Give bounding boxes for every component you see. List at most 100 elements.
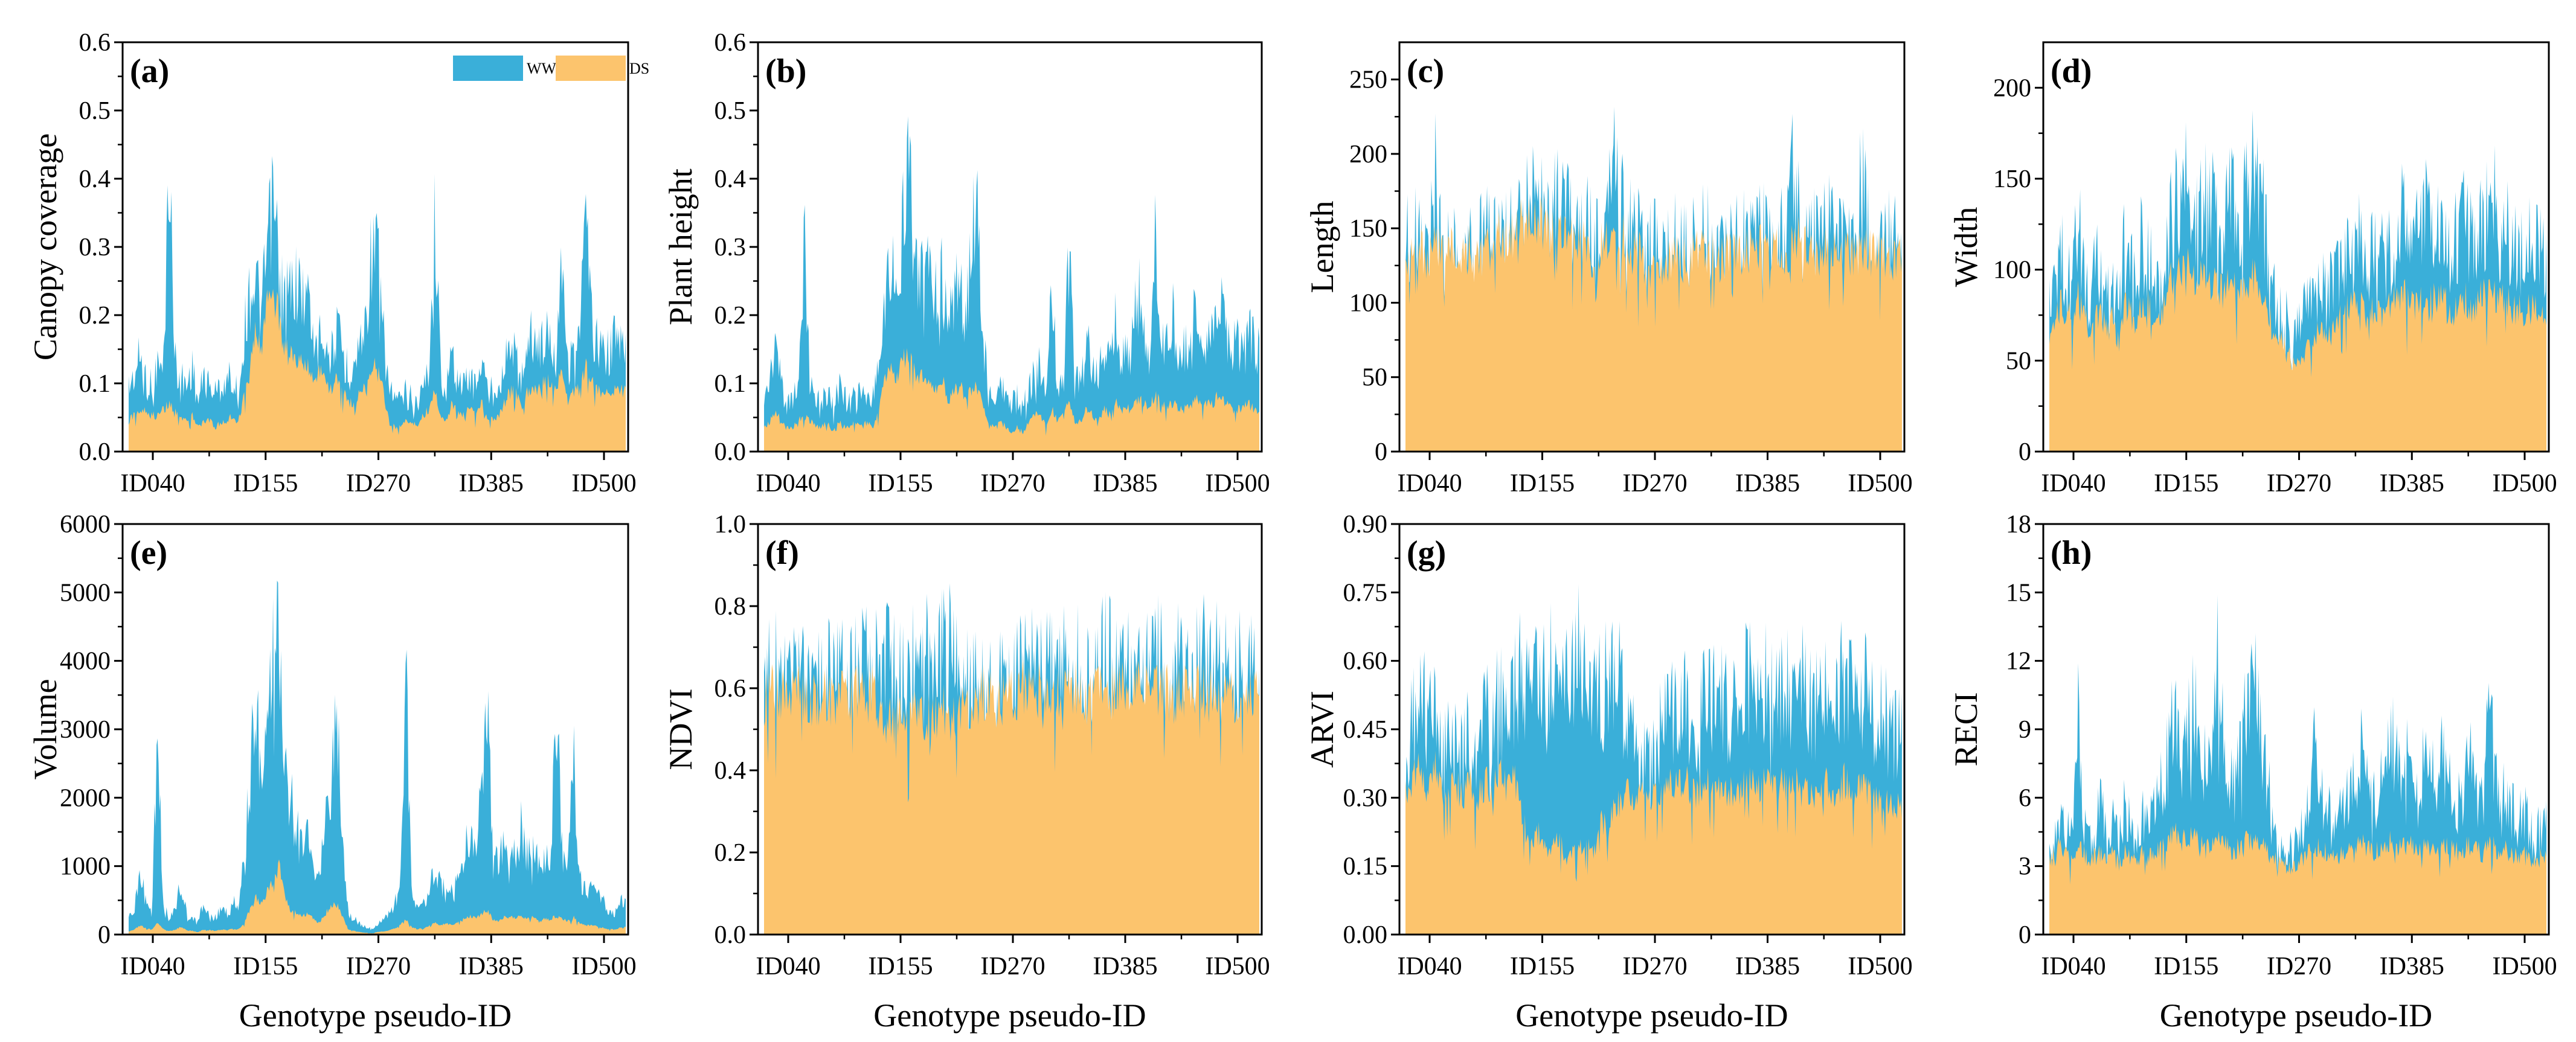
series-area-ds [1405,750,1902,935]
y-tick-label: 5000 [60,579,111,607]
x-tick-label: ID270 [2267,470,2331,497]
x-tick-label: ID385 [459,470,524,497]
panel-label: (d) [2051,53,2092,90]
x-tick-label: ID040 [756,470,820,497]
y-tick-label: 15 [2006,579,2031,607]
y-tick-label: 0.45 [1343,716,1388,744]
y-tick-label: 0.30 [1343,784,1388,812]
x-tick-label: ID270 [2267,953,2331,980]
panel-label: (c) [1407,53,1444,90]
plot-area-e [129,580,626,935]
y-tick-label: 0.0 [715,438,747,466]
x-tick-label: ID155 [2154,470,2218,497]
y-tick-label: 200 [1349,141,1387,168]
panel-label: (b) [765,53,806,90]
y-axis-label: ARVI [1304,691,1340,768]
panel-b: 0.0 0.1 0.2 0.3 0.4 0.5 0.6 ID040 ID155 ID270 ID38… [663,29,1270,497]
x-axis-label: Genotype pseudo-ID [2160,997,2432,1034]
y-tick-label: 9 [2019,716,2031,744]
y-axis-label: Length [1304,201,1340,293]
y-tick-label: 100 [1993,257,2031,284]
x-tick-label: ID500 [1205,953,1270,980]
legend-label-ww: WW [527,60,557,77]
panel-label: (e) [130,534,167,572]
x-tick-label: ID270 [346,470,411,497]
x-tick-label: ID385 [1735,953,1800,980]
x-axis-label: Genotype pseudo-ID [239,997,512,1034]
plot-area-g [1405,584,1902,935]
y-axis-label: NDVI [663,689,699,770]
plot-area-c [1405,106,1902,452]
x-tick-label: ID270 [346,953,411,980]
plot-frame [1398,41,1906,453]
y-tick-label: 0.2 [715,302,747,330]
x-axis-label: Genotype pseudo-ID [1515,997,1788,1034]
plot-frame [2042,41,2550,453]
y-tick-label: 0.4 [79,165,111,193]
y-tick-label: 0.5 [79,97,111,125]
plot-area-f [764,583,1259,935]
series-area-ww [764,116,1259,452]
y-tick-label: 6000 [60,511,111,539]
y-tick-label: 200 [1993,74,2031,102]
x-tick-label: ID385 [1735,470,1800,497]
panel-label: (a) [130,53,169,90]
y-tick-label: 0.90 [1343,511,1388,539]
y-tick-label: 0.2 [79,302,111,330]
x-tick-label: ID155 [233,953,298,980]
y-tick-label: 0.1 [79,370,111,398]
plot-area-a [129,156,626,452]
y-tick-label: 0.75 [1343,579,1388,607]
y-tick-label: 6 [2019,784,2031,812]
x-tick-label: ID040 [120,953,185,980]
x-tick-label: ID155 [1510,953,1575,980]
y-tick-label: 0.6 [715,29,747,57]
y-tick-label: 1000 [60,853,111,881]
x-tick-label: ID040 [1397,953,1462,980]
panel-c: 0 50 100 150 200 250 ID040 ID155 ID270 ID385 ID500… [1304,41,1913,497]
y-tick-label: 150 [1993,165,2031,193]
y-tick-label: 0.6 [79,29,111,57]
x-tick-label: ID385 [2380,470,2444,497]
y-tick-label: 0.3 [715,234,747,261]
x-tick-label: ID500 [1848,470,1912,497]
y-tick-label: 0.6 [715,675,747,703]
series-area-ww [129,580,626,935]
y-axis-label: Volume [27,679,63,779]
series-area-ds [129,859,626,935]
y-tick-label: 50 [2006,347,2031,375]
series-area-ds [2049,248,2546,452]
y-tick-label: 0.60 [1343,648,1388,676]
x-tick-label: ID385 [1093,953,1157,980]
y-tick-label: 0.3 [79,234,111,261]
plot-area-h [2049,595,2546,935]
y-tick-label: 18 [2006,511,2031,539]
panel-d: 0 50 100 150 200 ID040 ID155 ID270 ID385 ID500 Wid… [1948,41,2557,497]
y-tick-label: 250 [1349,66,1387,94]
x-tick-label: ID500 [571,470,636,497]
x-tick-label: ID270 [980,470,1045,497]
y-tick-label: 0 [1375,438,1387,466]
legend: WW DS [453,56,649,81]
x-tick-label: ID500 [2492,470,2557,497]
x-tick-label: ID155 [868,470,933,497]
y-tick-label: 0.4 [715,757,747,785]
x-tick-label: ID270 [980,953,1045,980]
x-tick-label: ID040 [1397,470,1462,497]
y-tick-label: 4000 [60,648,111,676]
x-tick-label: ID385 [459,953,524,980]
x-tick-label: ID040 [756,953,820,980]
x-tick-label: ID155 [2154,953,2218,980]
series-area-ds [764,659,1259,935]
y-tick-label: 100 [1349,289,1387,317]
panel-g: 0.00 0.15 0.30 0.45 0.60 0.75 0.90 ID040 ID155 ID… [1304,511,1913,1034]
y-tick-label: 0.0 [715,921,747,949]
y-axis-label: Canopy coverage [27,133,63,360]
y-axis-label: Width [1948,207,1984,287]
panel-h: 0 3 6 9 12 15 18 ID040 ID155 ID270 ID385 ID500 RECI (… [1948,511,2557,1034]
y-tick-label: 0.5 [715,97,747,125]
y-tick-label: 3 [2019,853,2031,881]
x-tick-label: ID385 [2380,953,2444,980]
y-tick-label: 0.8 [715,593,747,621]
plot-area-b [764,116,1259,452]
